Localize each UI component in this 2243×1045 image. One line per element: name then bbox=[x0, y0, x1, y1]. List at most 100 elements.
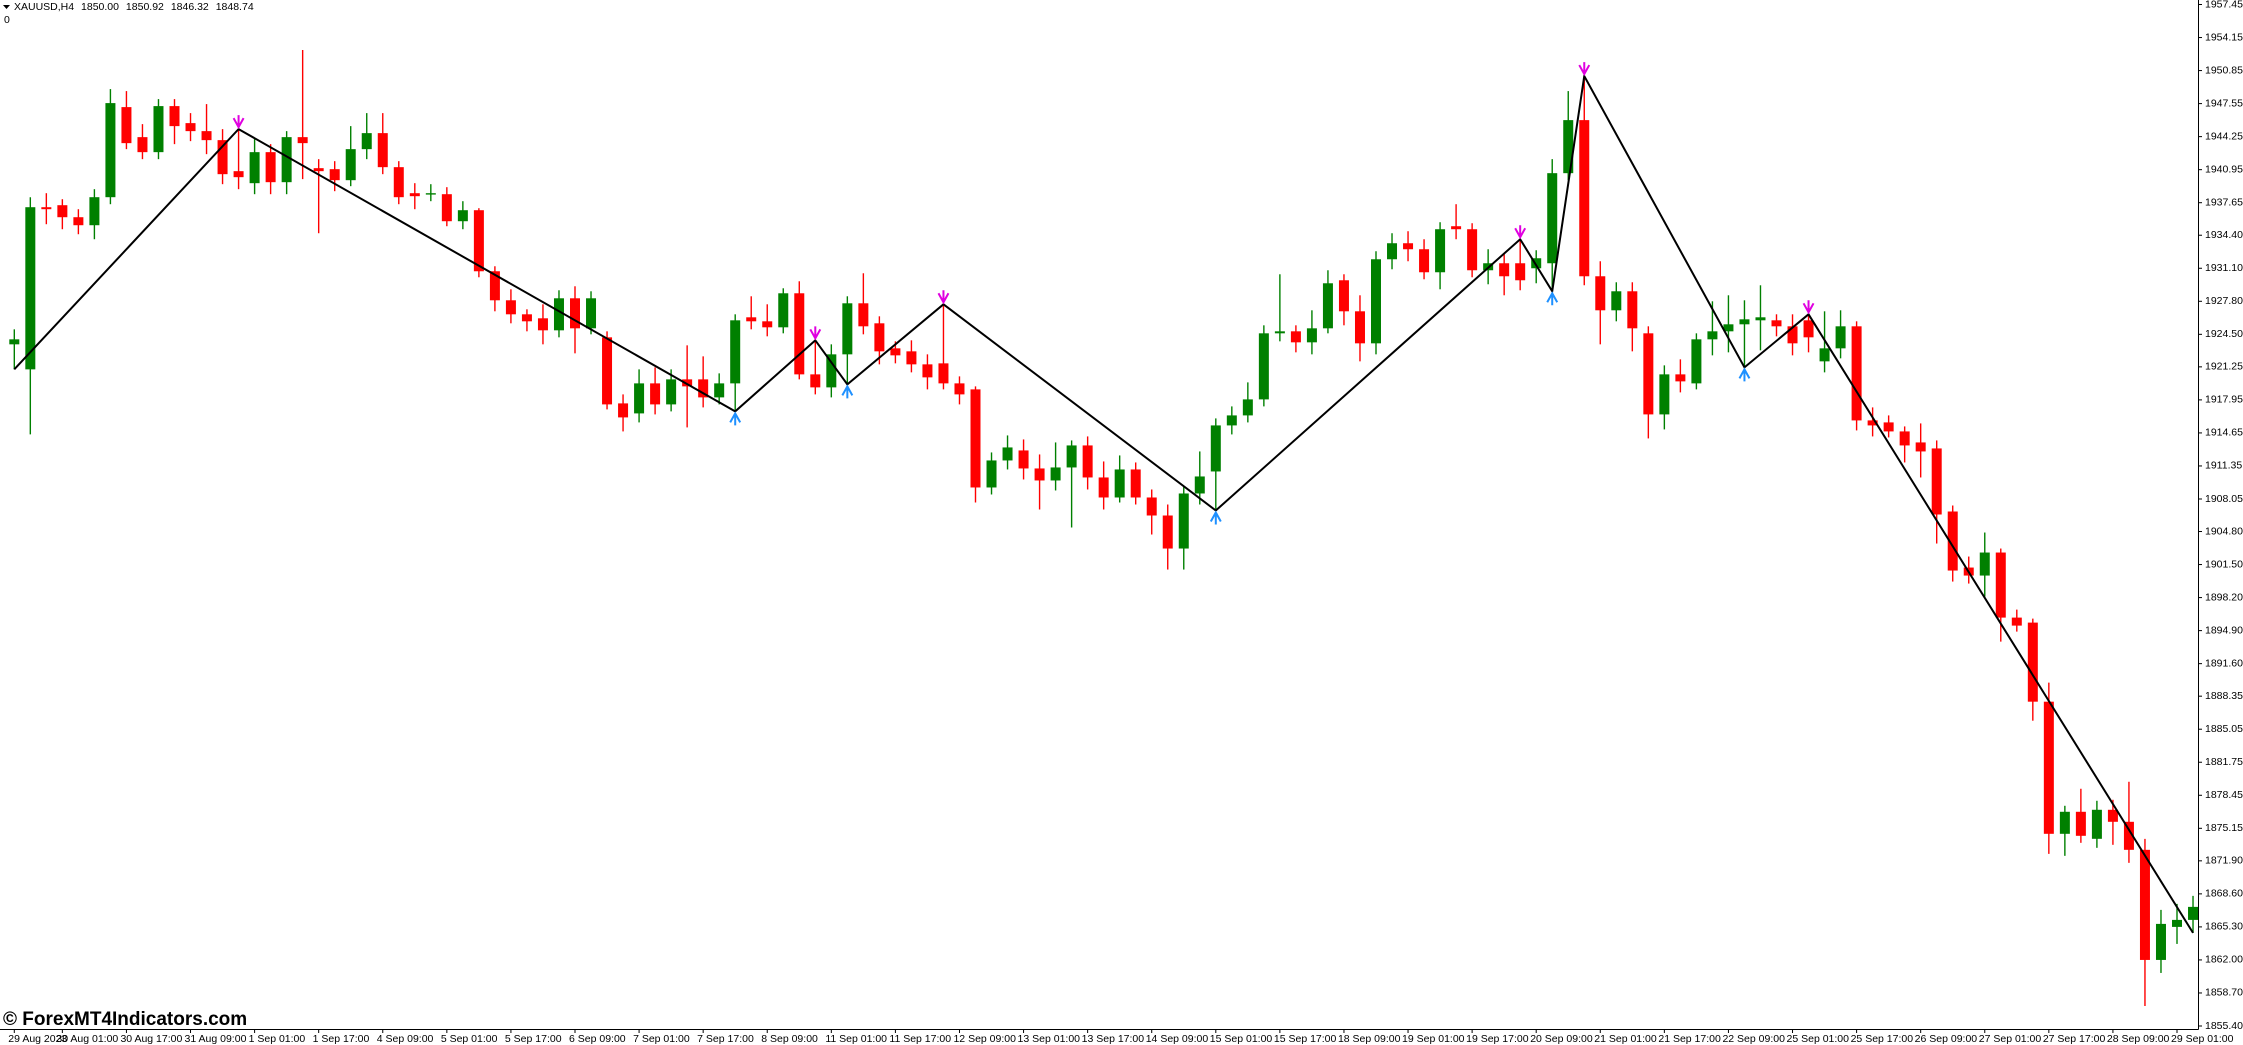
candle-body bbox=[730, 320, 741, 384]
candle-body bbox=[1338, 280, 1349, 312]
candle-body bbox=[1531, 258, 1542, 269]
subtitle: 0 bbox=[4, 14, 10, 26]
candle-body bbox=[2011, 617, 2022, 626]
x-tick-label: 12 Sep 09:00 bbox=[953, 1033, 1016, 1045]
header: XAUUSD,H4 1850.00 1850.92 1846.32 1848.7… bbox=[4, 1, 258, 27]
y-tick-label: 1858.70 bbox=[2205, 987, 2243, 999]
candle-body bbox=[2123, 821, 2134, 850]
candle-body bbox=[1819, 348, 1830, 362]
y-tick-label: 1894.90 bbox=[2205, 624, 2243, 636]
candle-body bbox=[1755, 317, 1766, 321]
candle-body bbox=[1595, 276, 1606, 311]
candle-body bbox=[842, 303, 853, 355]
peak-arrow bbox=[937, 290, 950, 305]
x-tick-label: 25 Sep 17:00 bbox=[1851, 1033, 1914, 1045]
candle-body bbox=[521, 314, 532, 322]
candle-body bbox=[1691, 339, 1702, 384]
trough-arrow bbox=[1209, 510, 1222, 525]
x-tick-label: 4 Sep 09:00 bbox=[377, 1033, 434, 1045]
candle-body bbox=[826, 354, 837, 388]
candle-body bbox=[473, 210, 484, 272]
candle-body bbox=[1611, 291, 1622, 311]
x-tick-label: 21 Sep 01:00 bbox=[1594, 1033, 1657, 1045]
quote-high: 1850.92 bbox=[125, 1, 164, 13]
candle-body bbox=[1114, 469, 1125, 498]
candle-body bbox=[361, 133, 372, 150]
y-tick-label: 1908.05 bbox=[2205, 493, 2243, 505]
y-tick-label: 1934.40 bbox=[2205, 229, 2243, 241]
x-tick-label: 25 Sep 01:00 bbox=[1787, 1033, 1850, 1045]
x-tick-label: 29 Aug 2023 bbox=[8, 1033, 67, 1045]
candle-body bbox=[1643, 333, 1654, 415]
candle-body bbox=[1771, 320, 1782, 327]
candle-body bbox=[890, 348, 901, 356]
candle-body bbox=[698, 379, 709, 398]
y-tick-label: 1957.45 bbox=[2205, 0, 2243, 10]
y-tick-label: 1881.75 bbox=[2205, 756, 2243, 768]
y-tick-label: 1885.05 bbox=[2205, 723, 2243, 735]
candle-body bbox=[409, 193, 420, 197]
candle-body bbox=[1995, 552, 2006, 618]
candle-body bbox=[1707, 331, 1718, 340]
candle-body bbox=[9, 339, 20, 345]
quote-close: 1848.74 bbox=[215, 1, 254, 13]
candle-body bbox=[858, 303, 869, 327]
candle-body bbox=[233, 171, 244, 178]
candle-body bbox=[794, 293, 805, 375]
y-tick-label: 1898.20 bbox=[2205, 591, 2243, 603]
menu-arrow[interactable] bbox=[3, 5, 10, 9]
x-tick-label: 29 Sep 01:00 bbox=[2171, 1033, 2234, 1045]
candle-body bbox=[1467, 229, 1478, 271]
candle-body bbox=[1322, 283, 1333, 329]
candle-body bbox=[1787, 326, 1798, 344]
candle-body bbox=[1306, 328, 1317, 343]
candle-body bbox=[1130, 469, 1141, 498]
candle-body bbox=[1627, 291, 1638, 329]
candle-body bbox=[1387, 243, 1398, 260]
candle-body bbox=[1002, 447, 1013, 461]
x-tick-label: 14 Sep 09:00 bbox=[1146, 1033, 1209, 1045]
peak-arrow bbox=[232, 115, 245, 130]
y-tick-label: 1917.95 bbox=[2205, 394, 2243, 406]
candle-body bbox=[89, 197, 100, 226]
x-tick-label: 11 Sep 01:00 bbox=[825, 1033, 887, 1045]
candle-body bbox=[1435, 229, 1446, 273]
candle-body bbox=[586, 298, 597, 329]
candle-body bbox=[1290, 331, 1301, 343]
candle-body bbox=[762, 321, 773, 328]
candle-body bbox=[1563, 120, 1574, 174]
candle-body bbox=[553, 298, 564, 331]
candle-body bbox=[377, 133, 388, 168]
candle-body bbox=[1066, 445, 1077, 468]
candle-body bbox=[281, 137, 292, 183]
x-tick-label: 28 Sep 09:00 bbox=[2107, 1033, 2170, 1045]
candle-body bbox=[1226, 415, 1237, 426]
candle-body bbox=[634, 383, 645, 414]
x-tick-label: 7 Sep 17:00 bbox=[697, 1033, 754, 1045]
y-tick-label: 1878.45 bbox=[2205, 789, 2243, 801]
y-tick-label: 1911.35 bbox=[2205, 460, 2242, 472]
header-line: XAUUSD,H4 1850.00 1850.92 1846.32 1848.7… bbox=[4, 1, 258, 14]
trough-arrow bbox=[841, 384, 854, 399]
candle-body bbox=[1979, 552, 1990, 576]
candle-body bbox=[489, 271, 500, 301]
candle-body bbox=[618, 403, 629, 418]
candle-body bbox=[682, 379, 693, 387]
candle-body bbox=[2155, 923, 2166, 960]
candle-body bbox=[1835, 326, 1846, 349]
x-tick-label: 19 Sep 01:00 bbox=[1402, 1033, 1465, 1045]
candle-body bbox=[602, 337, 613, 405]
candle-body bbox=[137, 137, 148, 153]
candle-body bbox=[1659, 374, 1670, 415]
candle-body bbox=[2188, 906, 2199, 920]
candle-body bbox=[1515, 263, 1526, 281]
candle-body bbox=[1034, 468, 1045, 481]
y-tick-label: 1901.50 bbox=[2205, 558, 2243, 570]
x-tick-label: 11 Sep 17:00 bbox=[889, 1033, 951, 1045]
candle-body bbox=[313, 168, 324, 172]
candle-body bbox=[778, 293, 789, 328]
candle-body bbox=[1851, 326, 1862, 421]
x-tick-label: 22 Sep 09:00 bbox=[1722, 1033, 1785, 1045]
x-tick-label: 6 Sep 09:00 bbox=[569, 1033, 626, 1045]
